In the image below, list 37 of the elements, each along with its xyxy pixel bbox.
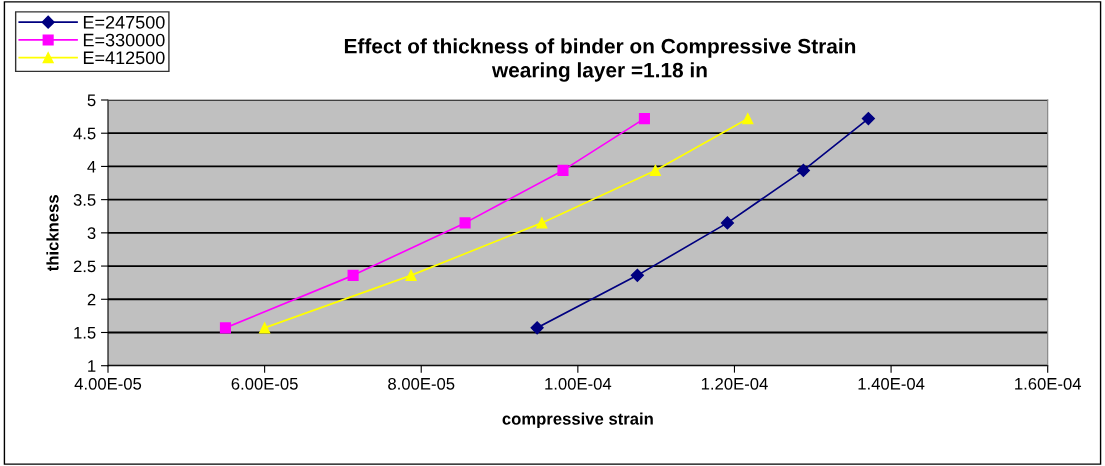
legend-label: E=247500 [83, 15, 165, 29]
y-tick-label: 2.5 [73, 260, 96, 273]
y-tick-label: 4 [87, 161, 96, 173]
x-tick-label: 4.00E-05 [74, 377, 142, 390]
y-axis-title: thickness [46, 195, 59, 272]
point [536, 217, 548, 229]
y-tick-label: 5 [87, 94, 96, 107]
point [219, 322, 232, 334]
y-tick-label: 1.5 [74, 327, 96, 339]
point [630, 268, 644, 282]
y-tick-label: 3 [87, 227, 96, 240]
point [557, 164, 569, 176]
point [259, 322, 271, 334]
x-tick-label: 1.00E-04 [545, 377, 612, 390]
x-axis-title: compressive strain [502, 412, 653, 429]
point [638, 113, 650, 125]
point [405, 269, 417, 281]
x-tick-label: 1.60E-04 [1015, 377, 1082, 390]
y-tick-label: 1 [88, 360, 96, 372]
point [347, 269, 359, 281]
x-tick-label: 1.40E-04 [858, 377, 925, 390]
point [742, 113, 754, 125]
point [459, 217, 471, 229]
legend-label: E=412500 [83, 51, 165, 65]
y-tick-label: 2 [87, 293, 96, 306]
point [530, 321, 544, 335]
legend-label: E=330000 [83, 33, 165, 47]
point [649, 164, 661, 176]
point [861, 112, 875, 126]
x-tick-label: 6.00E-05 [231, 377, 298, 390]
y-tick-label: 3.5 [73, 194, 96, 206]
point [796, 163, 810, 177]
x-tick-label: 1.20E-04 [701, 377, 768, 390]
x-tick-label: 8.00E-05 [388, 377, 455, 390]
y-tick-label: 4.5 [73, 127, 96, 140]
chart-title: Effect of thickness of binder on Compressive Strain wearing layer =1.18 in [344, 38, 856, 82]
point [720, 216, 735, 230]
